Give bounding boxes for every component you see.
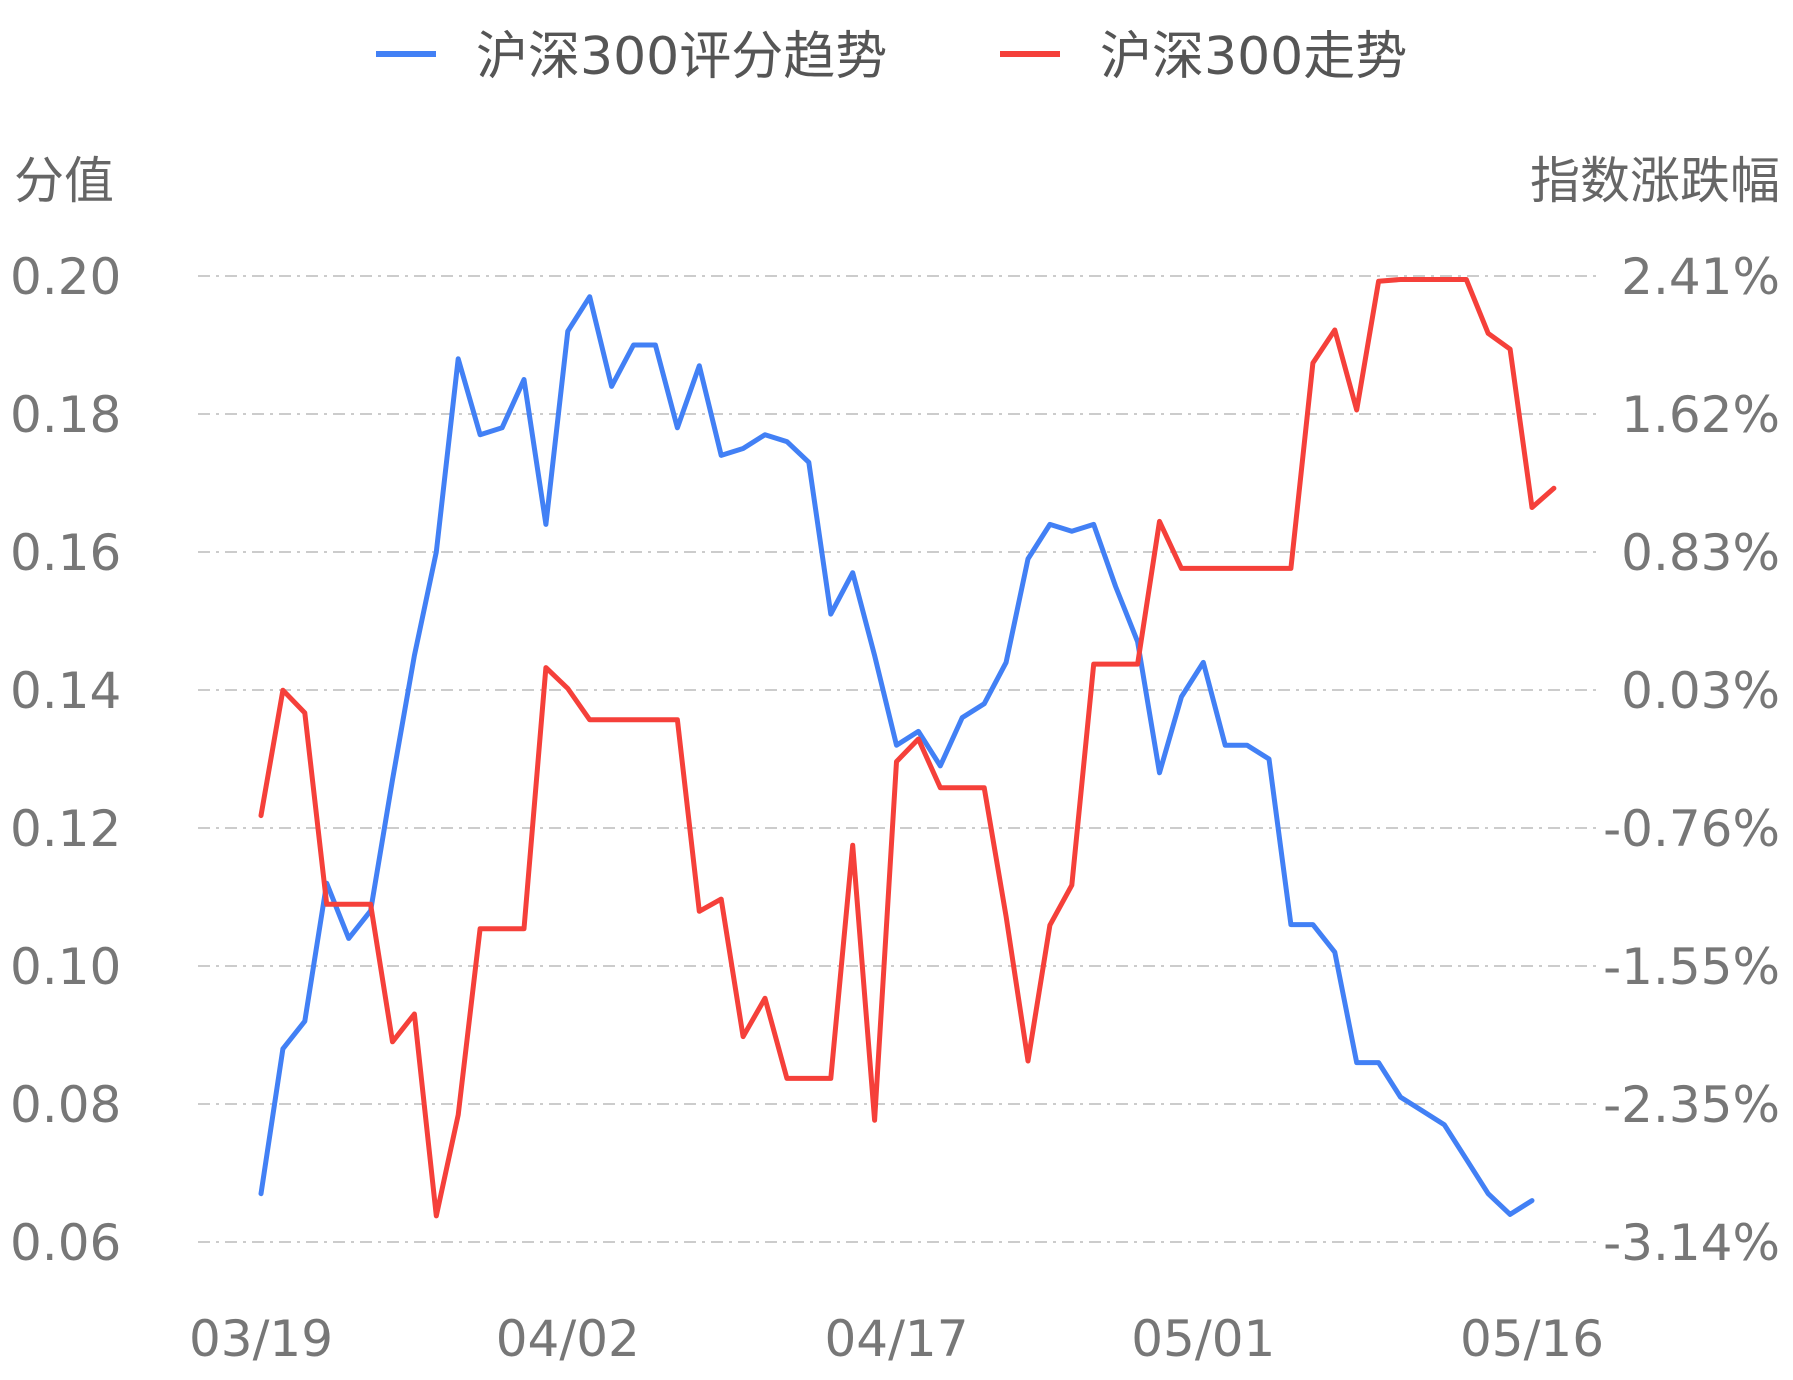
legend-label-score-trend: 沪深300评分趋势 [476,27,887,87]
series-line-score-trend [258,294,1535,1217]
series-line-index-trend [258,277,1557,1219]
left-axis-ticks: 0.20 0.18 0.16 0.14 0.12 0.10 0.08 0.06 [10,248,121,1272]
left-axis-title: 分值 [14,152,114,210]
right-axis-tick: 2.41% [1621,248,1780,306]
series [258,277,1557,1219]
x-axis-tick: 03/19 [189,1310,333,1368]
legend: 沪深300评分趋势 沪深300走势 [376,27,1407,87]
left-axis-tick: 0.14 [10,662,121,720]
legend-label-index-trend: 沪深300走势 [1100,27,1407,87]
right-axis-tick: -2.35% [1603,1076,1780,1134]
left-axis-tick: 0.20 [10,248,121,306]
left-axis-tick: 0.06 [10,1214,121,1272]
right-axis-tick: -0.76% [1603,800,1780,858]
left-axis-tick: 0.16 [10,524,121,582]
x-axis-tick: 05/01 [1131,1310,1275,1368]
left-axis-tick: 0.10 [10,938,121,996]
right-axis-tick: 1.62% [1621,386,1780,444]
right-axis-ticks: 2.41% 1.62% 0.83% 0.03% -0.76% -1.55% -2.35% -3… [1603,248,1780,1272]
x-axis-tick: 05/16 [1460,1310,1604,1368]
grid [198,275,1598,1243]
right-axis-tick: 0.83% [1621,524,1780,582]
x-axis-ticks: 03/19 04/02 04/17 05/01 05/16 [189,1310,1604,1368]
x-axis-tick: 04/17 [824,1310,968,1368]
right-axis-tick: 0.03% [1621,662,1780,720]
left-axis-tick: 0.18 [10,386,121,444]
left-axis-tick: 0.08 [10,1076,121,1134]
right-axis-tick: -3.14% [1603,1214,1780,1272]
x-axis-tick: 04/02 [496,1310,640,1368]
right-axis-tick: -1.55% [1603,938,1780,996]
left-axis-tick: 0.12 [10,800,121,858]
right-axis-title: 指数涨跌幅 [1530,152,1780,210]
